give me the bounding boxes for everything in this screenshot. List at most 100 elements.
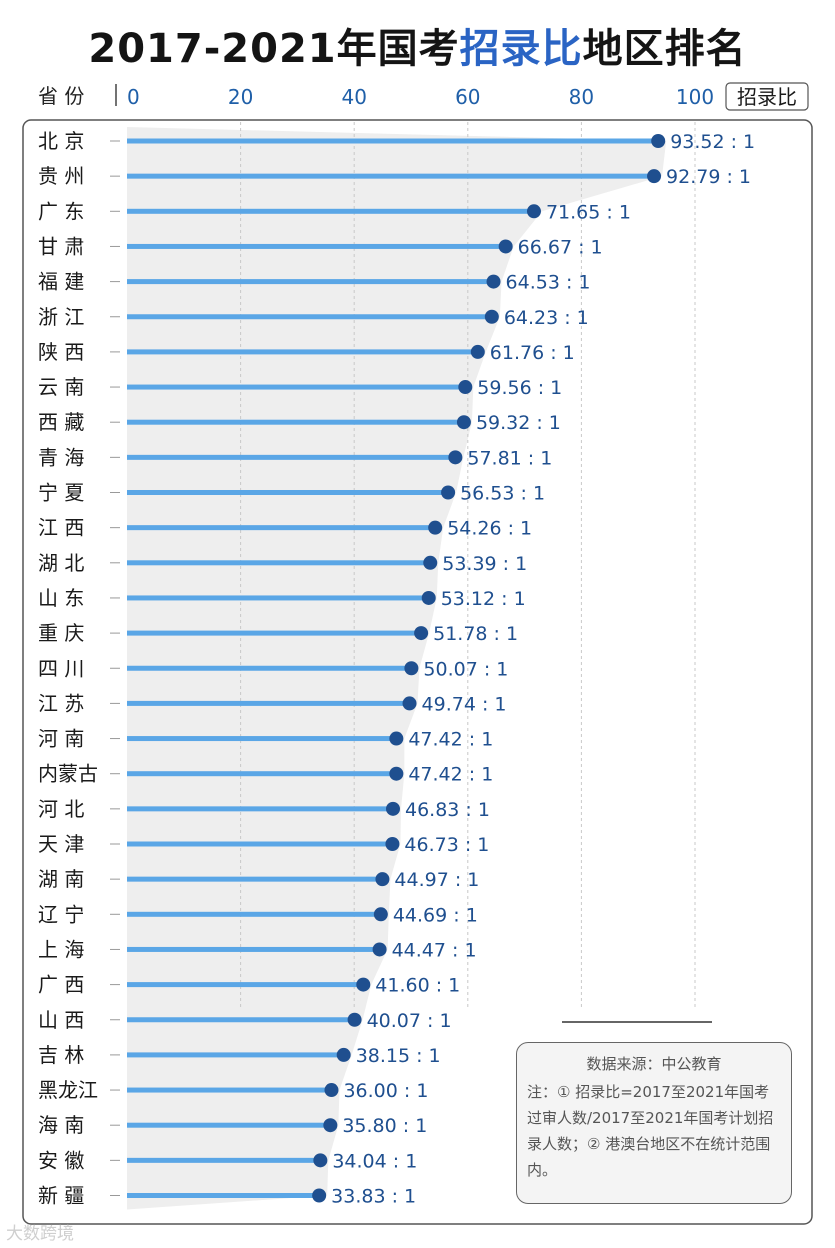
data-source: 数据来源：中公教育	[586, 1055, 722, 1073]
dot	[441, 485, 456, 500]
value-label: 56.53 : 1	[460, 483, 545, 505]
plot-frame	[22, 119, 813, 1225]
value-label: 41.60 : 1	[375, 975, 460, 997]
dot	[389, 766, 404, 781]
category-label: 海 南	[38, 1113, 84, 1137]
title-part-1: 2017-2021年国考	[88, 26, 460, 72]
dot	[356, 977, 371, 992]
dot	[526, 204, 541, 219]
footnote: 注：① 招录比=2017至2021年国考过审人数/2017至2021年国考计划招…	[527, 1083, 774, 1179]
data-row: 江 西 54.26 : 1	[38, 516, 532, 540]
value-label: 40.07 : 1	[367, 1010, 452, 1032]
bar	[127, 560, 431, 566]
data-row: 黑龙江 36.00 : 1	[38, 1078, 428, 1102]
x-axis-label: 招录比	[737, 85, 797, 109]
dot	[324, 1083, 339, 1098]
bar	[127, 806, 393, 812]
category-label: 新 疆	[38, 1184, 84, 1208]
data-row: 安 徽 34.04 : 1	[38, 1148, 417, 1172]
data-row: 新 疆 33.83 : 1	[38, 1184, 416, 1208]
gridlines	[240, 122, 712, 1023]
value-label: 36.00 : 1	[343, 1080, 428, 1102]
value-label: 51.78 : 1	[433, 623, 518, 645]
category-label: 湖 北	[38, 551, 84, 575]
value-label: 53.12 : 1	[441, 588, 526, 610]
data-row: 云 南 59.56 : 1	[38, 375, 562, 399]
value-label: 44.47 : 1	[392, 939, 477, 961]
data-row: 河 南 47.42 : 1	[38, 727, 493, 751]
bar	[127, 1087, 332, 1093]
bar	[127, 419, 464, 425]
bar	[127, 595, 429, 601]
dot	[336, 1047, 351, 1062]
data-row: 福 建 64.53 : 1	[38, 270, 590, 294]
title-part-highlight: 招录比	[459, 26, 583, 72]
dot	[323, 1118, 338, 1133]
data-row: 甘 肃 66.67 : 1	[38, 234, 603, 258]
category-label: 陕 西	[38, 340, 84, 364]
category-label: 山 东	[38, 586, 84, 610]
category-label: 江 苏	[38, 691, 84, 715]
bar	[127, 1122, 331, 1128]
data-row: 湖 南 44.97 : 1	[38, 867, 479, 891]
data-row: 吉 林 38.15 : 1	[38, 1043, 441, 1067]
bar	[127, 1157, 321, 1163]
value-label: 93.52 : 1	[670, 131, 755, 153]
dot	[428, 520, 443, 535]
value-label: 46.73 : 1	[404, 834, 489, 856]
bar	[127, 208, 534, 214]
data-row: 江 苏 49.74 : 1	[38, 691, 506, 715]
category-label: 江 西	[38, 516, 84, 540]
dot	[347, 1012, 362, 1027]
value-label: 46.83 : 1	[405, 799, 490, 821]
title-part-3: 地区排名	[582, 26, 747, 72]
dot	[414, 626, 429, 641]
bar	[127, 700, 410, 706]
bar	[127, 876, 383, 882]
data-row: 山 西 40.07 : 1	[38, 1008, 452, 1032]
x-tick-label: 20	[228, 85, 253, 109]
value-label: 57.81 : 1	[467, 447, 552, 469]
category-label: 上 海	[38, 937, 84, 961]
data-row: 贵 州 92.79 : 1	[38, 164, 751, 188]
dot	[448, 450, 463, 465]
dot	[313, 1153, 328, 1168]
chart-rows: 北 京 93.52 : 1 贵 州 92.79 : 1 广 东 71.65 : 1 甘 肃 6…	[38, 129, 755, 1208]
bar	[127, 384, 466, 390]
y-axis-label: 省 份	[38, 84, 84, 108]
data-row: 浙 江 64.23 : 1	[38, 305, 589, 329]
value-label: 35.80 : 1	[342, 1115, 427, 1137]
value-label: 33.83 : 1	[331, 1186, 416, 1208]
value-label: 38.15 : 1	[356, 1045, 441, 1067]
value-label: 50.07 : 1	[423, 658, 508, 680]
value-label: 59.56 : 1	[477, 377, 562, 399]
dot	[456, 415, 471, 430]
value-label: 59.32 : 1	[476, 412, 561, 434]
dot	[312, 1188, 327, 1203]
category-label: 天 津	[38, 832, 84, 856]
dot	[458, 380, 473, 395]
category-label: 湖 南	[38, 867, 84, 891]
bar	[127, 138, 659, 144]
bar	[127, 173, 655, 179]
value-label: 92.79 : 1	[666, 166, 751, 188]
data-row: 陕 西 61.76 : 1	[38, 340, 575, 364]
category-label: 甘 肃	[38, 234, 84, 258]
category-label: 四 川	[38, 656, 84, 680]
data-row: 内蒙古 47.42 : 1	[38, 762, 493, 786]
data-row: 海 南 35.80 : 1	[38, 1113, 427, 1137]
bar	[127, 911, 381, 917]
value-label: 47.42 : 1	[408, 764, 493, 786]
dot	[404, 661, 419, 676]
category-label: 西 藏	[38, 410, 84, 434]
bar	[127, 630, 422, 636]
bar	[127, 243, 506, 249]
x-axis-label-badge: 招录比	[725, 82, 809, 111]
data-row: 四 川 50.07 : 1	[38, 656, 508, 680]
value-label: 64.53 : 1	[506, 272, 591, 294]
category-label: 青 海	[38, 445, 84, 469]
bar	[127, 982, 364, 988]
category-label: 云 南	[38, 375, 84, 399]
value-label: 49.74 : 1	[422, 693, 507, 715]
